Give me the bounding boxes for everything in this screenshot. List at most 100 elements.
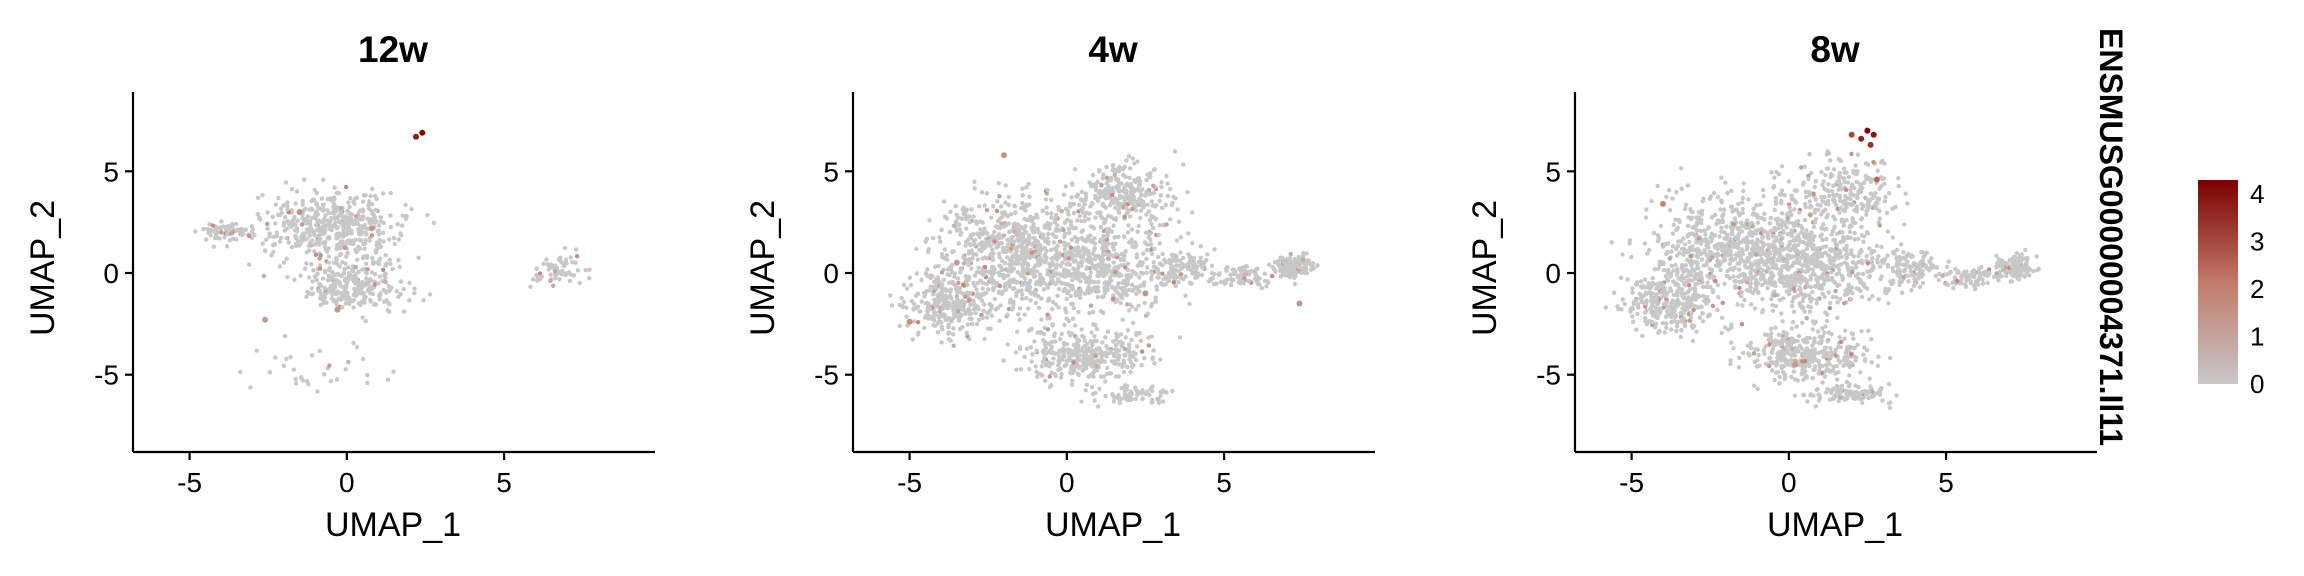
- cell-point: [1040, 232, 1045, 237]
- cell-point: [1209, 263, 1215, 269]
- cell-point: [1128, 166, 1133, 171]
- cell-point: [998, 272, 1003, 278]
- cell-point: [1130, 201, 1136, 207]
- panel-8w: 8w -5 0 5-505 UMAP_1 UMAP_2: [1466, 29, 2097, 544]
- cell-point: [1016, 230, 1021, 235]
- cell-point: [1676, 286, 1682, 291]
- cell-point: [1688, 254, 1693, 259]
- cell-point: [331, 281, 337, 286]
- cell-point: [1755, 220, 1761, 225]
- cell-point: [356, 226, 361, 232]
- cell-point: [1797, 210, 1802, 215]
- cell-point: [309, 198, 314, 204]
- cell-point: [1079, 218, 1084, 224]
- cell-point: [1022, 312, 1027, 317]
- x-tick-label: -5: [897, 467, 922, 498]
- cell-point: [407, 280, 412, 286]
- cell-point: [276, 212, 281, 217]
- cell-point: [1100, 176, 1105, 181]
- cell-point: [1867, 376, 1872, 381]
- cell-point: [1807, 309, 1813, 314]
- cell-point: [1643, 310, 1648, 315]
- cell-point: [402, 309, 407, 314]
- cell-point: [348, 196, 353, 201]
- cell-point: [1841, 363, 1846, 368]
- cell-point: [956, 285, 962, 291]
- cell-point: [1820, 380, 1825, 385]
- cell-point: [1129, 240, 1134, 245]
- cell-point: [1128, 369, 1133, 375]
- cell-point: [1642, 241, 1648, 246]
- cell-point: [326, 246, 331, 251]
- cell-point: [346, 271, 352, 276]
- cell-point: [1154, 287, 1160, 292]
- cell-point: [382, 299, 387, 304]
- cell-point: [1136, 223, 1142, 229]
- cell-point: [1657, 328, 1662, 334]
- cell-point: [1014, 367, 1019, 372]
- cell-point: [1140, 260, 1145, 265]
- cell-point: [1193, 275, 1198, 280]
- cell-point: [1145, 265, 1150, 270]
- cell-point: [212, 235, 218, 241]
- cell-point: [1120, 188, 1126, 194]
- cell-point: [224, 232, 230, 237]
- cell-point: [1057, 239, 1063, 244]
- cell-point: [333, 272, 338, 277]
- cell-point: [333, 208, 339, 214]
- cell-point: [1812, 184, 1818, 190]
- cell-point: [238, 369, 243, 375]
- cell-point: [888, 293, 893, 298]
- cell-point: [1075, 253, 1080, 258]
- cell-point: [1807, 152, 1812, 157]
- cell-point: [1038, 249, 1043, 254]
- cell-point: [1116, 357, 1121, 362]
- cell-point: [1045, 220, 1050, 226]
- cell-point: [1762, 211, 1767, 216]
- cell-point: [350, 268, 355, 273]
- cell-point: [1013, 223, 1019, 228]
- cell-point: [1192, 262, 1198, 267]
- cell-point: [321, 177, 326, 182]
- cell-point: [1157, 241, 1163, 246]
- cell-point: [977, 247, 982, 253]
- cell-point: [384, 290, 389, 295]
- cell-point: [249, 224, 255, 229]
- cell-point: [1144, 177, 1149, 183]
- cell-point: [1677, 250, 1682, 256]
- cell-point: [1678, 239, 1684, 244]
- cell-point: [289, 224, 294, 229]
- cell-point: [1133, 357, 1139, 363]
- cell-point: [1670, 231, 1676, 236]
- cell-point: [1296, 255, 1301, 260]
- cell-point: [1132, 197, 1137, 202]
- cell-point: [312, 274, 318, 279]
- cell-point: [368, 299, 373, 304]
- cell-point: [1837, 170, 1842, 176]
- cell-point: [1133, 385, 1138, 390]
- cell-point: [1143, 192, 1148, 197]
- cell-point: [304, 250, 309, 255]
- cell-point: [963, 243, 968, 248]
- cell-point: [1101, 310, 1106, 315]
- cell-point: [1010, 307, 1015, 312]
- cell-point: [944, 300, 950, 306]
- y-tick-label: -5: [94, 360, 119, 391]
- cell-point: [1096, 404, 1101, 409]
- cell-point: [959, 216, 965, 221]
- cell-point: [1059, 331, 1064, 337]
- cell-point: [1019, 205, 1024, 211]
- cell-point: [975, 231, 980, 236]
- cell-point: [953, 204, 958, 209]
- cell-point: [546, 263, 552, 268]
- cell-point: [1131, 363, 1136, 368]
- cell-point: [374, 219, 379, 224]
- cell-point: [938, 285, 943, 290]
- cell-point: [1019, 292, 1025, 297]
- cell-point: [1909, 254, 1914, 260]
- cell-point: [265, 210, 270, 215]
- cell-point: [955, 215, 961, 220]
- cell-point: [1090, 184, 1095, 189]
- cell-point: [391, 369, 396, 374]
- cell-point: [1089, 330, 1094, 335]
